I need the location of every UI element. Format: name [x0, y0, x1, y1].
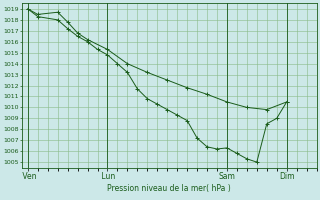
X-axis label: Pression niveau de la mer( hPa ): Pression niveau de la mer( hPa ) [107, 184, 231, 193]
